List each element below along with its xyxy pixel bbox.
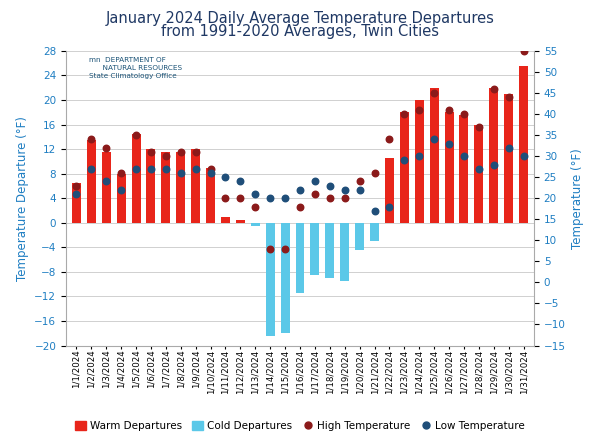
Y-axis label: Temperature (°F): Temperature (°F) bbox=[571, 148, 584, 249]
Point bbox=[519, 153, 529, 160]
Point bbox=[430, 89, 439, 97]
Point bbox=[206, 165, 215, 172]
Point bbox=[250, 190, 260, 198]
Point bbox=[101, 178, 111, 185]
Bar bbox=[191, 149, 200, 223]
Text: January 2024 Daily Average Temperature Departures: January 2024 Daily Average Temperature D… bbox=[106, 11, 494, 26]
Point bbox=[459, 111, 469, 118]
Point bbox=[161, 165, 170, 172]
Point bbox=[280, 245, 290, 253]
Bar bbox=[206, 167, 215, 223]
Point bbox=[176, 148, 185, 155]
Point bbox=[146, 148, 156, 155]
Point bbox=[340, 186, 350, 193]
Point bbox=[265, 195, 275, 202]
Point bbox=[400, 157, 409, 164]
Point bbox=[101, 144, 111, 152]
Bar bbox=[475, 124, 484, 223]
Bar bbox=[325, 223, 334, 278]
Point bbox=[221, 174, 230, 181]
Bar bbox=[102, 152, 111, 223]
Bar bbox=[221, 217, 230, 223]
Point bbox=[116, 186, 126, 193]
Point bbox=[131, 132, 141, 139]
Bar bbox=[400, 113, 409, 223]
Point bbox=[519, 47, 529, 54]
Bar bbox=[266, 223, 275, 336]
Bar bbox=[460, 115, 469, 223]
Bar bbox=[430, 88, 439, 223]
Point bbox=[370, 207, 379, 214]
Point bbox=[280, 195, 290, 202]
Point bbox=[161, 153, 170, 160]
Bar bbox=[445, 113, 454, 223]
Point bbox=[250, 203, 260, 210]
Point bbox=[415, 153, 424, 160]
Text: mn  DEPARTMENT OF
      NATURAL RESOURCES
State Climatology Office: mn DEPARTMENT OF NATURAL RESOURCES State… bbox=[89, 57, 182, 79]
Bar bbox=[251, 223, 260, 226]
Point bbox=[146, 165, 156, 172]
Point bbox=[295, 203, 305, 210]
Point bbox=[355, 178, 364, 185]
Point bbox=[116, 169, 126, 176]
Point bbox=[504, 144, 514, 152]
Point bbox=[355, 186, 364, 193]
Bar bbox=[236, 220, 245, 223]
Bar bbox=[176, 152, 185, 223]
Point bbox=[310, 190, 320, 198]
Bar bbox=[385, 158, 394, 223]
Point bbox=[325, 182, 335, 189]
Point bbox=[459, 153, 469, 160]
Bar bbox=[340, 223, 349, 281]
Point bbox=[265, 245, 275, 253]
Bar bbox=[310, 223, 319, 275]
Point bbox=[385, 136, 394, 143]
Point bbox=[131, 165, 141, 172]
Point bbox=[295, 186, 305, 193]
Point bbox=[236, 178, 245, 185]
Point bbox=[385, 203, 394, 210]
Bar bbox=[489, 88, 498, 223]
Bar bbox=[281, 223, 290, 333]
Point bbox=[489, 85, 499, 93]
Point bbox=[489, 161, 499, 168]
Bar bbox=[355, 223, 364, 250]
Point bbox=[86, 136, 96, 143]
Point bbox=[71, 190, 81, 198]
Text: from 1991-2020 Averages, Twin Cities: from 1991-2020 Averages, Twin Cities bbox=[161, 24, 439, 39]
Bar bbox=[370, 223, 379, 241]
Point bbox=[206, 169, 215, 176]
Point bbox=[370, 169, 379, 176]
Bar bbox=[519, 66, 528, 223]
Bar bbox=[415, 100, 424, 223]
Point bbox=[325, 195, 335, 202]
Bar bbox=[72, 183, 81, 223]
Legend: Warm Departures, Cold Departures, High Temperature, Low Temperature: Warm Departures, Cold Departures, High T… bbox=[71, 417, 529, 435]
Point bbox=[176, 169, 185, 176]
Point bbox=[444, 140, 454, 147]
Point bbox=[430, 136, 439, 143]
Point bbox=[415, 106, 424, 113]
Bar bbox=[504, 94, 513, 223]
Point bbox=[221, 195, 230, 202]
Bar bbox=[296, 223, 304, 293]
Point bbox=[236, 195, 245, 202]
Point bbox=[71, 182, 81, 189]
Point bbox=[474, 165, 484, 172]
Point bbox=[400, 111, 409, 118]
Y-axis label: Temperature Departure (°F): Temperature Departure (°F) bbox=[16, 116, 29, 281]
Bar bbox=[131, 134, 140, 223]
Point bbox=[310, 178, 320, 185]
Point bbox=[191, 148, 200, 155]
Point bbox=[444, 106, 454, 113]
Point bbox=[504, 94, 514, 101]
Point bbox=[191, 165, 200, 172]
Point bbox=[86, 165, 96, 172]
Point bbox=[340, 195, 350, 202]
Bar bbox=[116, 174, 125, 223]
Point bbox=[474, 123, 484, 130]
Bar bbox=[161, 152, 170, 223]
Bar bbox=[87, 140, 96, 223]
Bar bbox=[146, 149, 155, 223]
